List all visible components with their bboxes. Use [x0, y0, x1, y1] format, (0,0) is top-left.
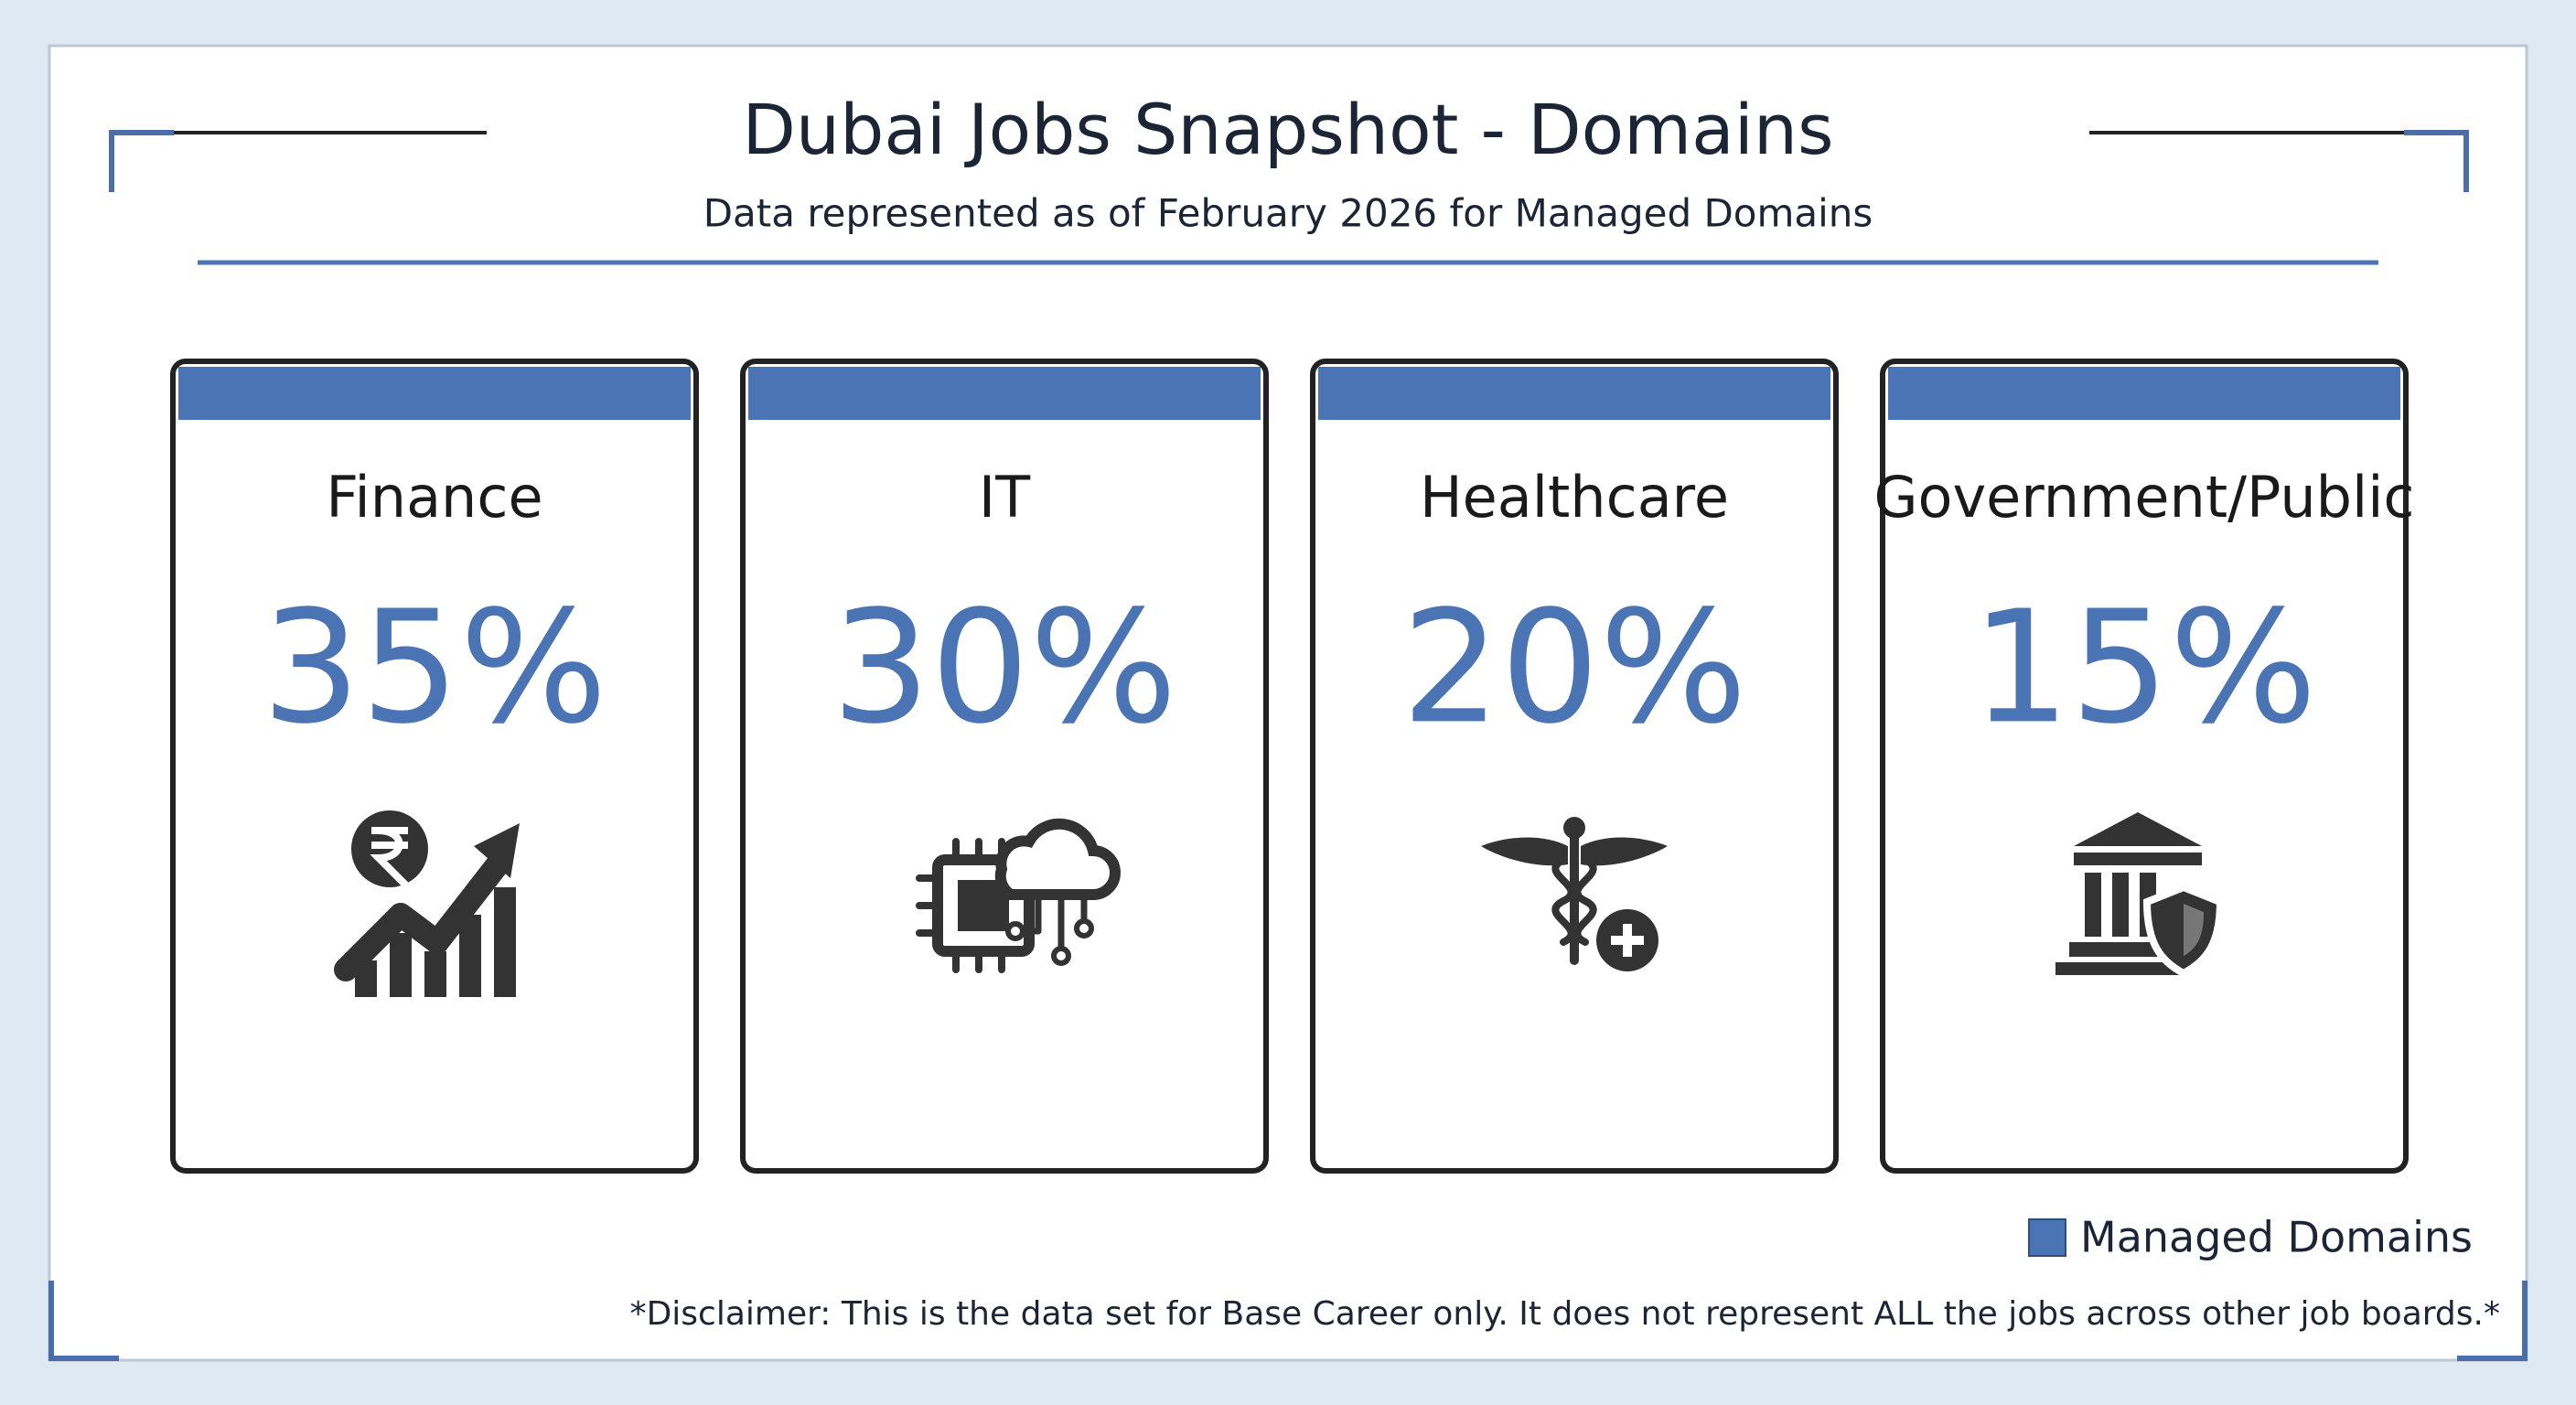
subtitle: Data represented as of February 2026 for… [703, 191, 1873, 236]
title: Dubai Jobs Snapshot - Domains [742, 89, 1833, 170]
healthcare-icon [1481, 817, 1668, 971]
card: Government/Public 15% [1873, 359, 2415, 1174]
card-label: Government/Public [1873, 464, 2414, 531]
disclaimer: *Disclaimer: This is the data set for Ba… [630, 1295, 2500, 1333]
it-icon [916, 818, 1121, 973]
card-label: IT [979, 464, 1031, 531]
card-value: 15% [1971, 577, 2317, 758]
card-value: 30% [832, 577, 1177, 758]
card-label: Healthcare [1420, 464, 1729, 531]
card-value: 35% [262, 577, 607, 758]
card: Healthcare 20% [1310, 359, 1839, 1174]
card: Finance 35% [170, 359, 699, 1174]
finance-icon [334, 810, 520, 997]
card-label: Finance [326, 464, 542, 531]
card: IT 30% [740, 359, 1269, 1174]
legend-label: Managed Domains [2080, 1213, 2473, 1262]
legend-swatch [2028, 1218, 2066, 1257]
corner-brackets [48, 130, 2528, 1361]
card-value: 20% [1401, 577, 1747, 758]
government-icon [2055, 812, 2225, 978]
